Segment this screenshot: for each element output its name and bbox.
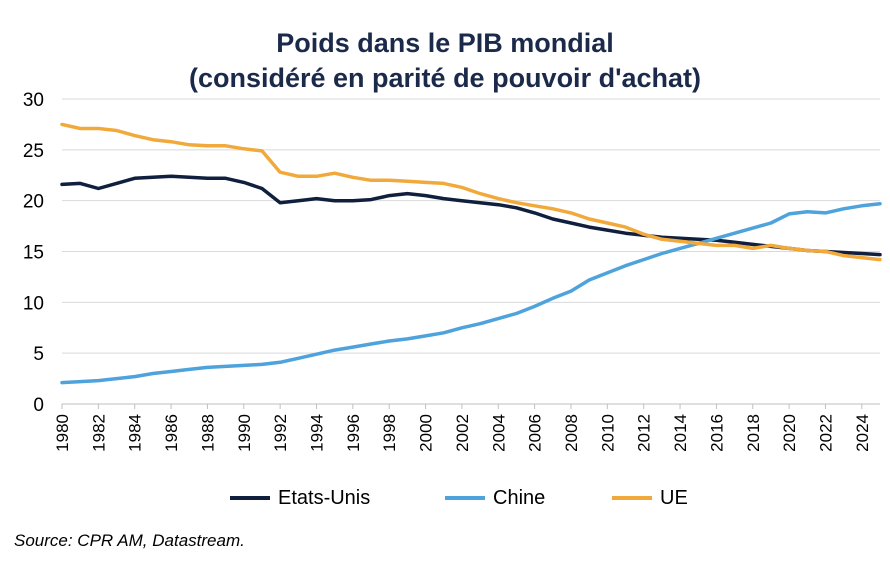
x-tick-label-2012: 2012 [635, 414, 654, 452]
x-tick-label-1998: 1998 [380, 414, 399, 452]
y-tick-label-5: 5 [33, 344, 44, 365]
x-tick-label-1988: 1988 [198, 414, 217, 452]
x-tick-labels: 1980 1982 1984 1986 1988 1990 1992 1994 1996 1998… [53, 414, 872, 452]
legend-label-chine: Chine [493, 486, 546, 509]
x-tick-label-1982: 1982 [89, 414, 108, 452]
x-tick-label-1992: 1992 [271, 414, 290, 452]
legend-item-ue: UE [612, 484, 688, 512]
legend-swatch-ue [612, 496, 652, 500]
x-tick-label-1980: 1980 [53, 414, 72, 452]
x-tick-label-1986: 1986 [162, 414, 181, 452]
legend-item-chine: Chine [445, 484, 545, 512]
x-tick-label-2006: 2006 [526, 414, 545, 452]
x-tick-label-2010: 2010 [598, 414, 617, 452]
x-tick-label-2020: 2020 [780, 414, 799, 452]
series-lines [60, 122, 882, 385]
legend: Etats-Unis Chine UE [0, 484, 890, 512]
y-tick-label-15: 15 [23, 243, 44, 264]
legend-label-ue: UE [660, 486, 688, 509]
x-tick-label-2008: 2008 [562, 414, 581, 452]
y-tick-label-0: 0 [33, 395, 44, 416]
x-tick-label-2000: 2000 [417, 414, 436, 452]
x-tick-label-2002: 2002 [453, 414, 472, 452]
grid-lines [62, 98, 880, 354]
series-line-etats-unis [60, 174, 882, 257]
x-tick-label-2024: 2024 [853, 414, 872, 452]
source-note: Source: CPR AM, Datastream. [14, 531, 245, 550]
y-tick-labels: 0 5 10 15 20 25 30 [23, 90, 44, 416]
legend-swatch-etats-unis [230, 496, 270, 500]
x-tick-label-2014: 2014 [671, 414, 690, 452]
x-tick-label-2022: 2022 [816, 414, 835, 452]
chart-subtitle: (considéré en parité de pouvoir d'achat) [188, 63, 702, 93]
x-tick-label-2018: 2018 [744, 414, 763, 452]
chart-title: Poids dans le PIB mondial [276, 28, 614, 58]
y-tick-label-25: 25 [23, 141, 44, 162]
y-tick-label-20: 20 [23, 192, 44, 213]
x-tick-label-1994: 1994 [307, 414, 326, 452]
y-tick-label-10: 10 [23, 293, 44, 314]
x-tick-label-2004: 2004 [489, 414, 508, 452]
x-tick-label-2016: 2016 [707, 414, 726, 452]
legend-label-etats-unis: Etats-Unis [278, 486, 371, 509]
axes [61, 403, 880, 409]
series-line-ue [60, 122, 882, 262]
x-tick-label-1984: 1984 [126, 414, 145, 452]
legend-item-etats-unis: Etats-Unis [230, 484, 370, 512]
y-tick-label-30: 30 [23, 90, 44, 111]
x-tick-label-1990: 1990 [235, 414, 254, 452]
x-tick-label-1996: 1996 [344, 414, 363, 452]
series-line-chine [60, 201, 882, 385]
legend-swatch-chine [445, 496, 485, 500]
